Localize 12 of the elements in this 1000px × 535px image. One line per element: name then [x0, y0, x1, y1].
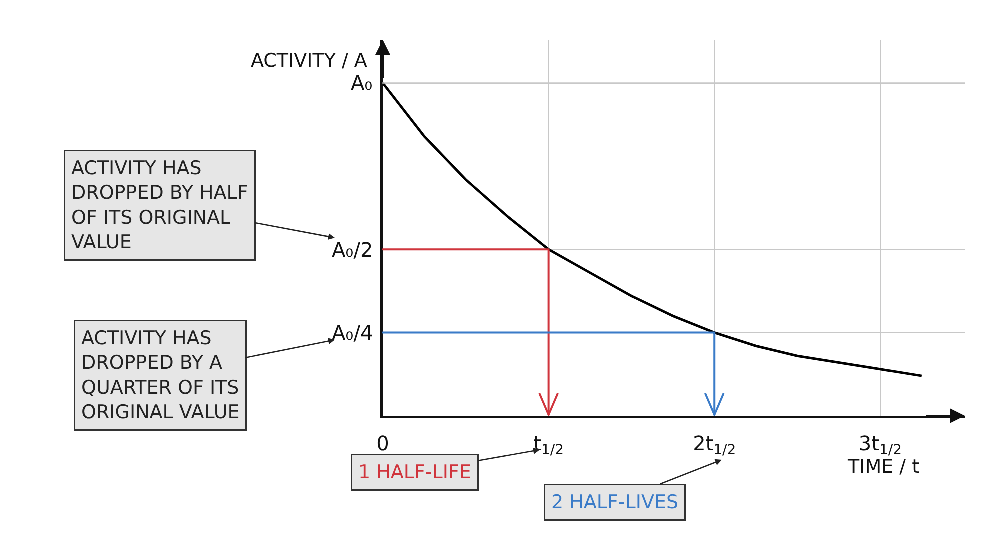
- ref-line-label: A₀/4: [332, 321, 374, 345]
- text: ACTIVITY HAS DROPPED BY HALF OF ITS ORIGINAL VALUE: [72, 158, 248, 254]
- y-axis-title: ACTIVITY / A: [251, 50, 368, 72]
- ref-line-label: A₀/2: [332, 238, 374, 262]
- ref-line-label: A₀: [351, 71, 373, 95]
- x-tick-label: 2t$_{1/2}$: [693, 432, 736, 459]
- text: 2 HALF-LIVES: [552, 492, 679, 514]
- x-tick-label: 3t$_{1/2}$: [858, 432, 902, 459]
- x-tick-label: 0: [376, 432, 390, 456]
- text: 1 HALF-LIFE: [358, 462, 472, 484]
- x-axis-title: TIME / t: [847, 456, 920, 478]
- text: ACTIVITY HAS DROPPED BY A QUARTER OF ITS ORIGINAL VALUE: [82, 328, 240, 424]
